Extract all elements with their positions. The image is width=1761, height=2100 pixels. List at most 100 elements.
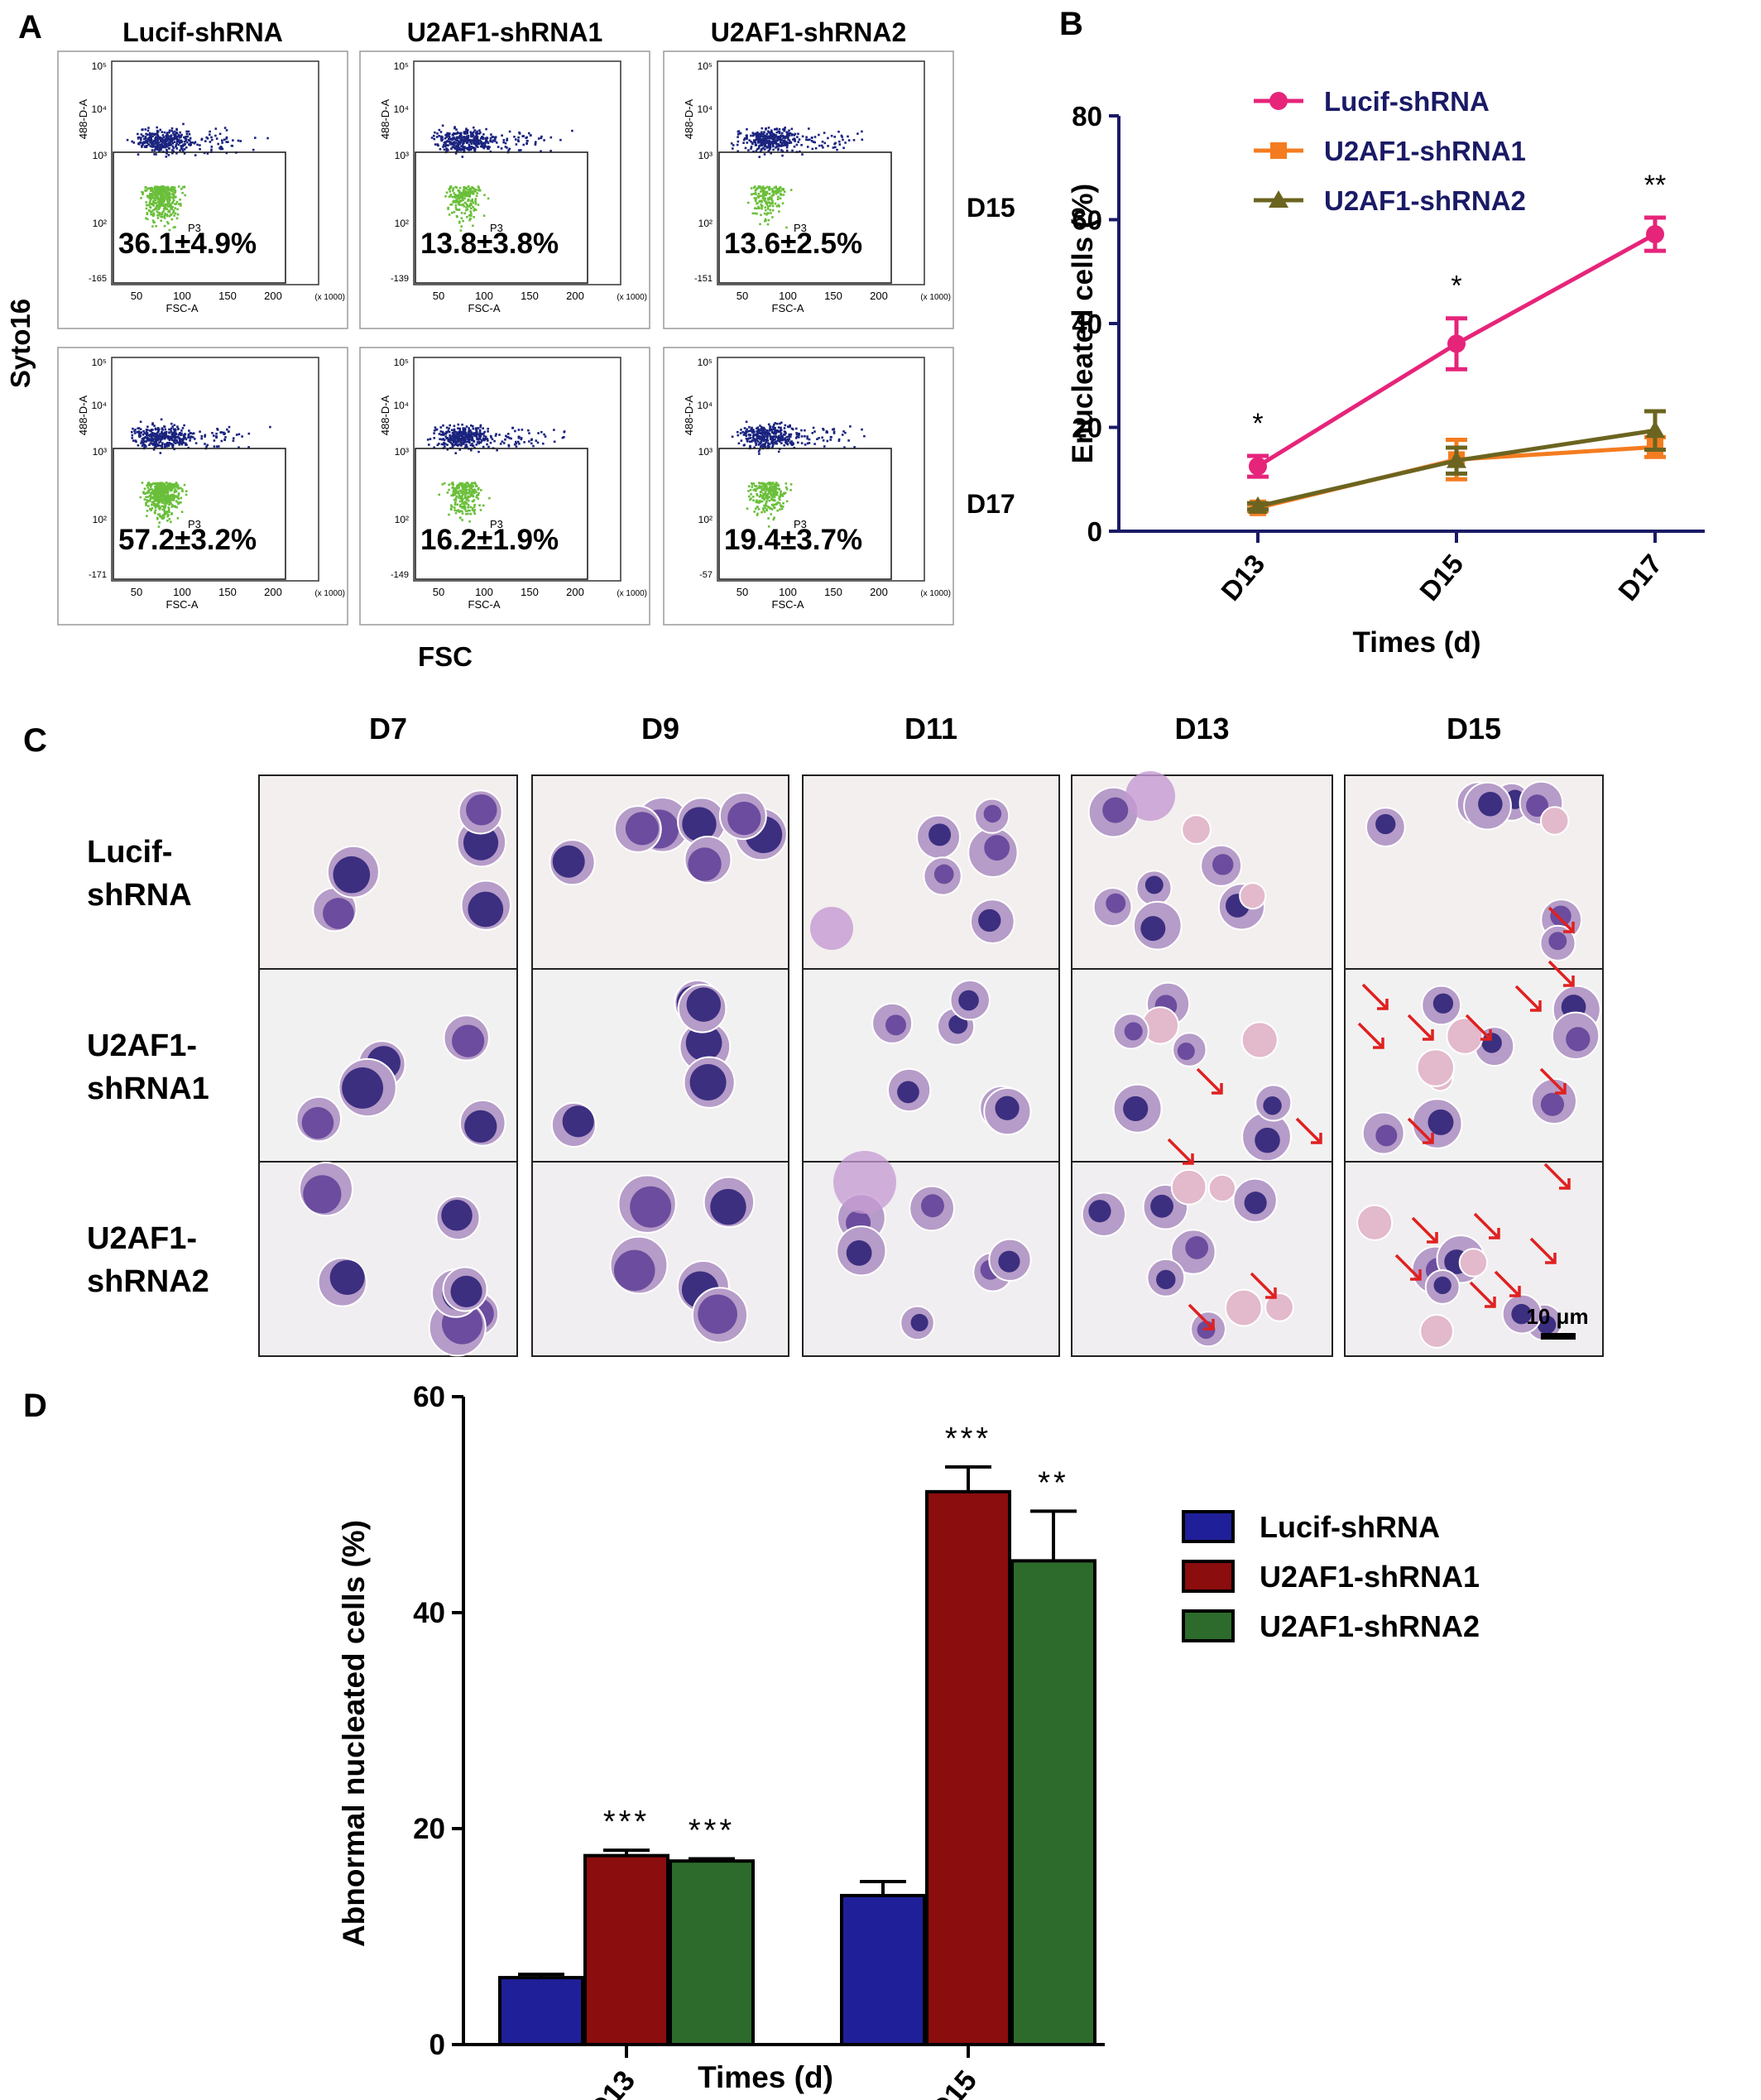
event-dot-high xyxy=(141,444,144,448)
event-dot-high xyxy=(163,425,166,428)
event-dot-gated xyxy=(161,508,164,511)
event-dot-high xyxy=(785,442,789,444)
cell-nucleus xyxy=(1511,1303,1532,1325)
event-dot-high xyxy=(849,425,852,428)
event-dot-high xyxy=(478,429,482,432)
event-dot-gated xyxy=(162,495,166,497)
event-dot-high xyxy=(762,432,765,435)
plot-x-label: FSC-A xyxy=(468,302,501,314)
event-dot-high xyxy=(215,445,218,448)
event-dot-gated xyxy=(166,192,169,194)
event-dot-gated xyxy=(164,213,166,215)
event-dot-high xyxy=(177,140,180,143)
event-dot-gated xyxy=(758,485,761,487)
bar-lucif-shrna xyxy=(498,1976,584,2047)
event-dot-high xyxy=(774,440,777,443)
event-dot-high xyxy=(780,434,783,438)
legend-swatch xyxy=(1182,1560,1235,1593)
abnormal-cell-arrow xyxy=(1543,1163,1570,1189)
event-dot-gated xyxy=(458,503,462,506)
event-dot-high xyxy=(795,432,798,434)
event-dot-gated xyxy=(156,194,159,198)
event-dot-high xyxy=(746,428,748,431)
y-tick-label: 10² xyxy=(698,218,713,229)
event-dot-gated xyxy=(462,492,465,496)
event-dot-gated xyxy=(156,482,159,485)
event-dot-gated xyxy=(765,185,769,189)
event-dot-gated xyxy=(779,197,782,200)
event-dot-gated xyxy=(165,500,168,503)
cell-nucleus xyxy=(452,1024,485,1057)
event-dot-high xyxy=(468,147,471,150)
panel-a-flow-cytometry: A Lucif-shRNA U2AF1-shRNA1 U2AF1-shRNA2 D1… xyxy=(5,9,1015,672)
event-dot-high xyxy=(157,434,161,437)
event-dot-high xyxy=(142,429,145,433)
event-dot-high xyxy=(223,433,225,435)
event-dot-high xyxy=(773,132,775,136)
event-dot-high xyxy=(762,143,765,146)
event-dot-gated xyxy=(454,499,458,501)
event-dot-high xyxy=(476,130,478,133)
event-dot-gated xyxy=(142,193,144,195)
cell-nucleus xyxy=(1375,813,1396,835)
y-tick-label: 10³ xyxy=(698,150,713,161)
event-dot-gated xyxy=(157,197,161,200)
event-dot-high xyxy=(200,137,204,141)
event-dot-gated xyxy=(765,191,767,194)
event-dot-high xyxy=(774,426,776,429)
event-dot-gated xyxy=(148,197,151,199)
event-dot-high xyxy=(184,437,187,439)
event-dot-gated xyxy=(473,506,476,508)
event-dot-gated xyxy=(153,221,156,223)
event-dot-high xyxy=(463,436,467,439)
event-dot-high xyxy=(165,135,167,137)
micrograph-r2-c4 xyxy=(1344,1161,1604,1357)
event-dot-high xyxy=(189,141,192,144)
event-dot-gated xyxy=(460,217,463,219)
row-label: shRNA xyxy=(87,878,192,913)
event-dot-high xyxy=(141,144,143,147)
event-dot-high xyxy=(175,131,178,134)
event-dot-high xyxy=(156,132,159,135)
event-dot-high xyxy=(146,437,149,439)
event-dot-gated xyxy=(169,199,171,201)
event-dot-high xyxy=(170,437,173,439)
event-dot-high xyxy=(181,439,185,443)
event-dot-gated xyxy=(751,212,755,215)
event-dot-gated xyxy=(148,209,151,212)
event-dot-high xyxy=(781,150,785,153)
event-dot-gated xyxy=(453,194,457,196)
event-dot-high xyxy=(787,439,790,443)
event-dot-high xyxy=(762,445,765,448)
event-dot-gated xyxy=(785,226,788,229)
event-dot-gated xyxy=(482,214,486,217)
event-dot-high xyxy=(783,444,785,447)
event-dot-gated xyxy=(154,192,156,194)
event-dot-high xyxy=(465,129,468,132)
event-dot-high xyxy=(472,427,475,430)
event-dot-high xyxy=(780,145,783,147)
event-dot-high xyxy=(146,129,150,132)
x-tick-label: D17 xyxy=(1612,549,1667,607)
event-dot-gated xyxy=(754,212,756,215)
event-dot-gated xyxy=(170,196,172,199)
event-dot-gated xyxy=(468,218,471,222)
event-dot-high xyxy=(821,141,824,143)
event-dot-gated xyxy=(779,508,781,511)
event-dot-high xyxy=(143,437,146,439)
event-dot-high xyxy=(766,433,770,435)
event-dot-gated xyxy=(473,499,476,501)
event-dot-high xyxy=(495,433,497,435)
event-dot-high xyxy=(175,439,178,442)
event-dot-high xyxy=(518,443,521,445)
event-dot-gated xyxy=(751,482,753,485)
event-dot-high xyxy=(156,428,159,431)
event-dot-gated xyxy=(148,202,151,204)
event-dot-gated xyxy=(151,189,154,191)
event-dot-high xyxy=(224,436,227,439)
event-dot-high xyxy=(536,441,540,444)
event-dot-high xyxy=(452,435,455,438)
event-dot-high xyxy=(219,146,223,148)
event-dot-gated xyxy=(461,505,464,508)
